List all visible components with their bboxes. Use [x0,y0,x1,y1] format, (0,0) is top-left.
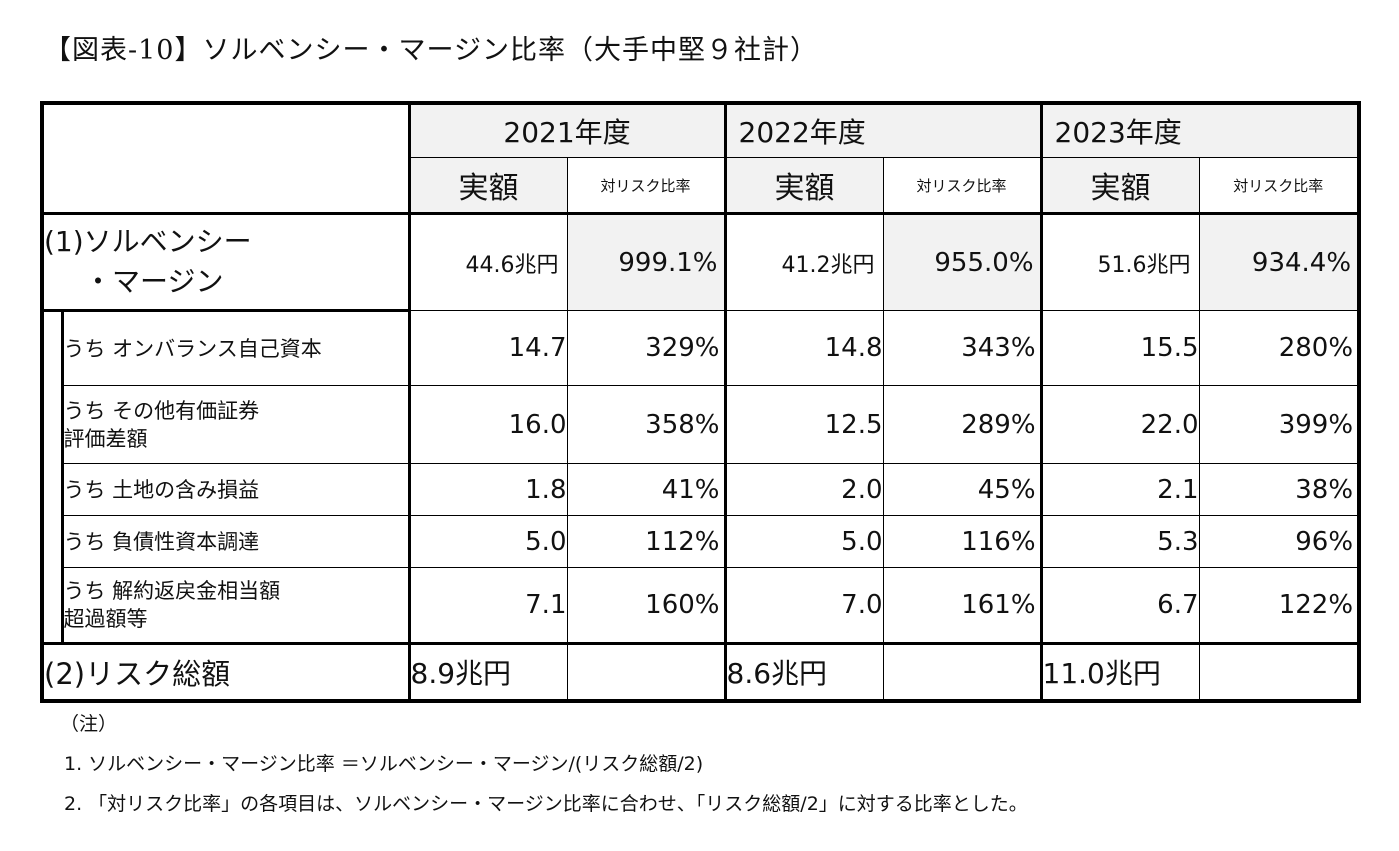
ratio-cell: 161% [882,567,1042,644]
amount-cell: 8.6兆円 [723,642,884,701]
row-label-line1: うち オンバランス自己資本 [63,336,322,361]
row-label: うち その他有価証券 評価差額 [60,385,410,464]
amount-header: 実額 [723,157,884,215]
amount-header: 実額 [1039,157,1200,215]
row-label: (1)ソルベンシー ・マージン [41,213,410,312]
corner-cell [41,102,410,215]
amount-cell: 8.9兆円 [407,642,568,701]
row-label: うち 土地の含み損益 [60,463,410,516]
ratio-cell: 358% [566,385,726,464]
ratio-cell: 329% [566,310,726,386]
ratio-cell: 122% [1198,567,1360,644]
ratio-cell: 280% [1198,310,1360,386]
ratio-cell: 399% [1198,385,1360,464]
amount-cell: 11.0兆円 [1039,642,1200,701]
year-header-2021: 2021年度 [407,102,726,158]
breakdown-row: うち その他有価証券 評価差額 16.0 358% 12.5 289% 22.0… [42,385,1360,464]
amount-cell: 5.0 [407,515,568,568]
ratio-cell: 96% [1198,515,1360,568]
ratio-cell: 160% [566,567,726,644]
empty-ratio-cell [1198,642,1360,701]
amount-cell: 2.1 [1039,463,1200,516]
ratio-header: 対リスク比率 [1198,157,1360,215]
note-item: 1. ソルベンシー・マージン比率 ＝ソルベンシー・マージン/(リスク総額/2) [64,753,704,775]
risk-total-row: (2)リスク総額 8.9兆円 8.6兆円 11.0兆円 [41,642,1360,701]
solvency-margin-row: (1)ソルベンシー ・マージン 44.6兆円 999.1% 41.2兆円 955… [41,213,1360,312]
year-header-2023: 2023年度 [1039,102,1360,158]
breakdown-row: うち 土地の含み損益 1.8 41% 2.0 45% 2.1 38% [42,463,1360,516]
row-label-line1: うち 解約返戻金相当額 [63,579,281,603]
row-label-line2: 超過額等 [63,607,148,631]
note-item: 2. 「対リスク比率」の各項目は、ソルベンシー・マージン比率に合わせ、「リスク総… [64,793,1028,815]
row-label-line1: うち 負債性資本調達 [63,529,260,554]
amount-cell: 1.8 [407,463,568,516]
notes: （注） 1. ソルベンシー・マージン比率 ＝ソルベンシー・マージン/(リスク総額… [60,704,1028,824]
ratio-cell: 955.0% [882,213,1042,311]
amount-cell: 22.0 [1039,385,1200,464]
amount-header: 実額 [407,157,568,215]
amount-cell: 44.6兆円 [407,213,568,311]
row-label-line1: うち 土地の含み損益 [63,477,260,502]
ratio-header: 対リスク比率 [566,157,726,215]
row-label: うち 解約返戻金相当額 超過額等 [60,567,410,644]
row-label: うち 負債性資本調達 [60,515,410,568]
amount-cell: 7.1 [407,567,568,644]
notes-heading: （注） [60,713,118,735]
ratio-cell: 934.4% [1198,213,1360,311]
header-sub-row: 実額 対リスク比率 実額 対リスク比率 実額 対リスク比率 [42,157,1360,215]
row-label: (2)リスク総額 [41,642,410,701]
indent-spacer [42,310,63,644]
solvency-margin-table: 2021年度 2022年度 2023年度 実額 対リスク比率 実額 対リスク比率… [40,101,1362,703]
ratio-cell: 45% [882,463,1042,516]
header-year-row: 2021年度 2022年度 2023年度 [41,102,1360,215]
ratio-cell: 38% [1198,463,1360,516]
ratio-cell: 112% [566,515,726,568]
ratio-header: 対リスク比率 [882,157,1042,215]
year-header-2022: 2022年度 [723,102,1042,158]
figure-title: 【図表-10】ソルベンシー・マージン比率（大手中堅９社計） [44,35,818,66]
amount-cell: 5.3 [1039,515,1200,568]
empty-ratio-cell [566,642,726,701]
ratio-cell: 999.1% [566,213,726,311]
amount-cell: 41.2兆円 [723,213,884,311]
row-label: うち オンバランス自己資本 [60,310,410,386]
amount-cell: 16.0 [407,385,568,464]
ratio-cell: 116% [882,515,1042,568]
ratio-cell: 289% [882,385,1042,464]
amount-cell: 6.7 [1039,567,1200,644]
row-label-line1: うち その他有価証券 [63,398,260,423]
amount-cell: 5.0 [723,515,884,568]
row-label-line2: ・マージン [84,265,224,298]
amount-cell: 12.5 [723,385,884,464]
empty-ratio-cell [882,642,1042,701]
amount-cell: 14.7 [407,310,568,386]
breakdown-row: うち オンバランス自己資本 14.7 329% 14.8 343% 15.5 2… [42,310,1360,644]
amount-cell: 51.6兆円 [1039,213,1200,311]
row-label-line1: (1)ソルベンシー [44,225,252,258]
amount-cell: 14.8 [723,310,884,386]
amount-cell: 2.0 [723,463,884,516]
ratio-cell: 343% [882,310,1042,386]
row-label-line2: 評価差額 [63,426,148,451]
breakdown-row: うち 解約返戻金相当額 超過額等 7.1 160% 7.0 161% 6.7 1… [42,567,1360,644]
ratio-cell: 41% [566,463,726,516]
amount-cell: 7.0 [723,567,884,644]
amount-cell: 15.5 [1039,310,1200,386]
breakdown-row: うち 負債性資本調達 5.0 112% 5.0 116% 5.3 96% [42,515,1360,568]
